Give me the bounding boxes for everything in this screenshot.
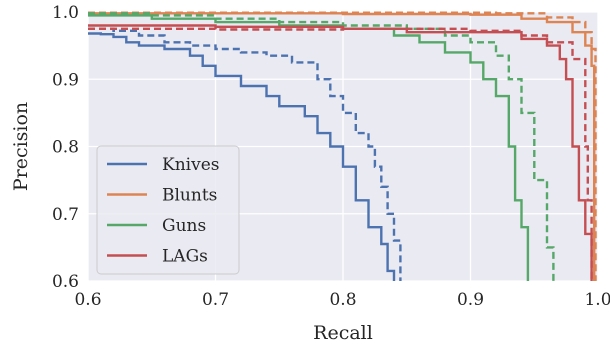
x-tick-label: 1.0 bbox=[584, 290, 610, 310]
y-axis-label: Precision bbox=[10, 102, 32, 191]
x-tick-label: 0.8 bbox=[329, 290, 356, 310]
x-axis-label: Recall bbox=[313, 322, 373, 344]
x-tick-label: 0.9 bbox=[457, 290, 484, 310]
y-tick-label: 0.6 bbox=[52, 272, 79, 292]
series-line-lags-solid bbox=[88, 24, 593, 281]
axes: 0.6 0.7 0.8 0.9 1.0 0.6 0.7 0.8 0.9 1.0 Recall Prec… bbox=[10, 3, 610, 344]
x-tick-label: 0.6 bbox=[74, 290, 101, 310]
series-line-knives-dashed bbox=[88, 27, 402, 281]
legend: Knives Blunts Guns LAGs bbox=[96, 145, 240, 275]
legend-label-blunts: Blunts bbox=[162, 186, 217, 206]
legend-label-guns: Guns bbox=[162, 216, 206, 236]
series-line-guns-dashed bbox=[88, 12, 555, 281]
series-line-knives-solid bbox=[88, 32, 396, 281]
legend-box bbox=[96, 145, 240, 275]
y-tick-label: 0.8 bbox=[52, 138, 79, 158]
series-line-blunts-dashed bbox=[88, 11, 597, 281]
y-tick-label: 0.7 bbox=[52, 205, 79, 225]
series-layer bbox=[88, 11, 597, 281]
series-line-guns-solid bbox=[88, 14, 530, 281]
y-tick-label: 0.9 bbox=[52, 70, 79, 90]
series-line-blunts-solid bbox=[88, 12, 596, 281]
y-tick-label: 1.0 bbox=[52, 3, 79, 23]
legend-label-knives: Knives bbox=[162, 155, 219, 175]
x-tick-label: 0.7 bbox=[202, 290, 229, 310]
legend-label-lags: LAGs bbox=[162, 247, 208, 267]
